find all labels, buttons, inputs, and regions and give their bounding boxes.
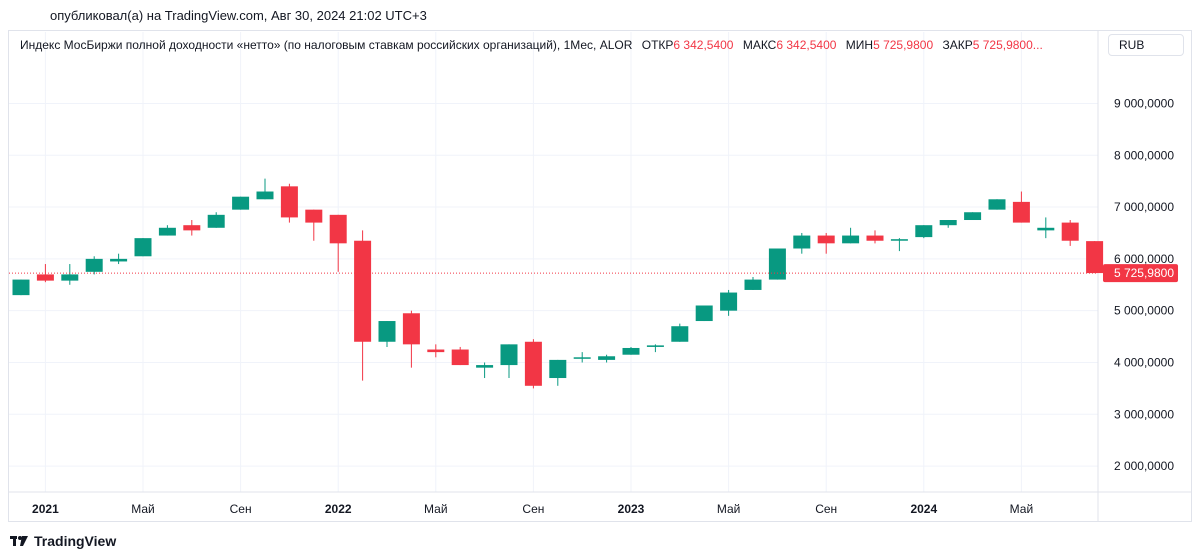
y-tick-label: 8 000,0000 [1114, 148, 1174, 162]
candle-body [378, 321, 396, 342]
candle-body [85, 258, 103, 272]
x-tick-label: Сен [522, 502, 544, 516]
candle-body [939, 220, 957, 226]
candle-body [720, 292, 738, 311]
tradingview-logo-icon [10, 534, 28, 548]
candle-body [1086, 241, 1104, 274]
currency-selector[interactable]: RUB [1108, 34, 1184, 56]
candle-body [817, 235, 835, 244]
candle-body [573, 357, 591, 359]
chart-frame [8, 30, 1192, 522]
candle-body [207, 214, 225, 228]
candle-body [36, 274, 54, 281]
last-price-label: 5 725,9800 [1114, 266, 1174, 280]
candle-body [988, 199, 1006, 210]
candle-body [1037, 227, 1055, 231]
candle-body [598, 356, 616, 360]
candle-body [451, 349, 469, 366]
candle-body [354, 240, 372, 342]
candle-body [915, 225, 933, 238]
x-tick-label: Май [131, 502, 155, 516]
candle-body [500, 344, 518, 366]
candle-body [524, 341, 542, 386]
candle-body [1012, 201, 1030, 223]
y-tick-label: 2 000,0000 [1114, 459, 1174, 473]
x-tick-label: 2022 [325, 502, 352, 516]
candle-body [744, 279, 762, 290]
y-tick-label: 6 000,0000 [1114, 252, 1174, 266]
published-caption: опубликовал(а) на TradingView.com, Авг 3… [50, 8, 427, 23]
candle-body [866, 235, 884, 241]
candle-body [402, 313, 420, 345]
y-tick-label: 3 000,0000 [1114, 407, 1174, 421]
candle-body [158, 227, 176, 236]
candle-body [61, 274, 79, 281]
x-tick-label: Сен [230, 502, 252, 516]
x-tick-label: Сен [815, 502, 837, 516]
candle-body [768, 248, 786, 280]
candle-body [964, 212, 982, 221]
legend-close-label: ЗАКР [942, 38, 973, 52]
candle-body [305, 209, 323, 223]
candle-body [793, 235, 811, 249]
legend-open-value: 6 342,5400 [673, 38, 734, 52]
y-tick-label: 7 000,0000 [1114, 200, 1174, 214]
candle-body [232, 196, 250, 210]
x-tick-label: 2023 [618, 502, 645, 516]
candle-body [842, 235, 860, 244]
y-tick-label: 4 000,0000 [1114, 355, 1174, 369]
candle-body [329, 214, 347, 244]
candle-body [427, 349, 445, 353]
footer-branding: TradingView [10, 533, 116, 549]
legend-low-label: МИН [845, 38, 874, 52]
x-tick-label: Май [1010, 502, 1034, 516]
legend-high-label: МАКС [742, 38, 777, 52]
candle-body [110, 258, 128, 262]
candle-body [1061, 222, 1079, 241]
x-tick-label: Май [717, 502, 741, 516]
y-tick-label: 9 000,0000 [1114, 96, 1174, 110]
candle-body [12, 279, 30, 296]
candle-body [134, 238, 152, 257]
legend-title: Индекс МосБиржи полной доходности «нетто… [20, 38, 633, 52]
candle-body [646, 345, 664, 347]
last-price-badge [1103, 264, 1178, 283]
legend-open-label: ОТКР [641, 38, 674, 52]
candle-body [549, 359, 567, 379]
x-tick-label: 2021 [32, 502, 59, 516]
x-tick-label: 2024 [910, 502, 937, 516]
chart-legend: Индекс МосБиржи полной доходности «нетто… [20, 38, 1043, 52]
candle-body [671, 326, 689, 342]
legend-close-value: 5 725,9800... [972, 38, 1043, 52]
candle-body [476, 365, 494, 368]
legend-high-value: 6 342,5400 [776, 38, 837, 52]
y-tick-label: 5 000,0000 [1114, 304, 1174, 318]
candle-body [890, 239, 908, 241]
candle-body [256, 191, 274, 200]
candle-body [622, 347, 640, 355]
candle-body [280, 186, 298, 218]
candle-body [183, 225, 201, 231]
x-tick-label: Май [424, 502, 448, 516]
footer-brand: TradingView [34, 533, 117, 549]
candle-body [695, 305, 713, 322]
legend-low-value: 5 725,9800 [873, 38, 934, 52]
